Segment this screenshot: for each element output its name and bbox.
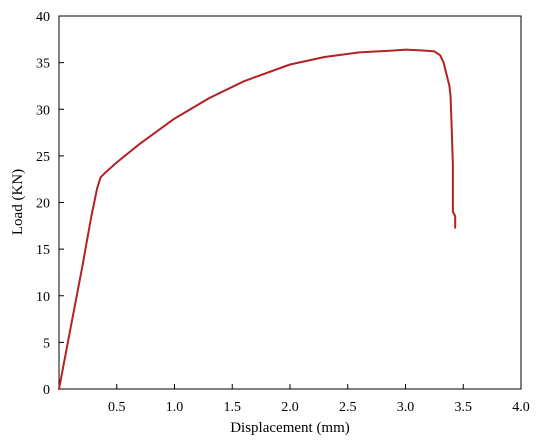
x-tick-label: 0.5 [108,400,126,415]
x-tick-label: 1.0 [166,400,184,415]
x-tick-label: 3.0 [397,400,415,415]
x-tick-label: 4.0 [512,400,530,415]
y-tick-label: 15 [36,243,50,258]
x-tick-label: 2.0 [281,400,299,415]
y-tick-label: 10 [36,290,50,305]
y-axis: 0 5 10 15 20 25 30 35 40 [36,10,64,398]
y-tick-label: 0 [43,383,50,398]
y-tick-label: 35 [36,57,50,72]
x-axis-title: Displacement (mm) [230,420,350,436]
plot-frame [58,15,522,390]
y-tick-label: 20 [36,197,50,212]
y-axis-title: Load (KN) [10,169,26,235]
y-tick-label: 40 [36,10,50,25]
x-tick-label: 1.5 [224,400,242,415]
y-tick-label: 5 [43,336,50,351]
x-tick-label: 2.5 [339,400,357,415]
x-axis: 0.5 1.0 1.5 2.0 2.5 3.0 3.5 4.0 [108,384,530,415]
y-tick-label: 30 [36,103,50,118]
y-tick-label: 25 [36,150,50,165]
x-tick-label: 3.5 [455,400,473,415]
series-line [58,48,457,390]
series-group [58,48,457,390]
